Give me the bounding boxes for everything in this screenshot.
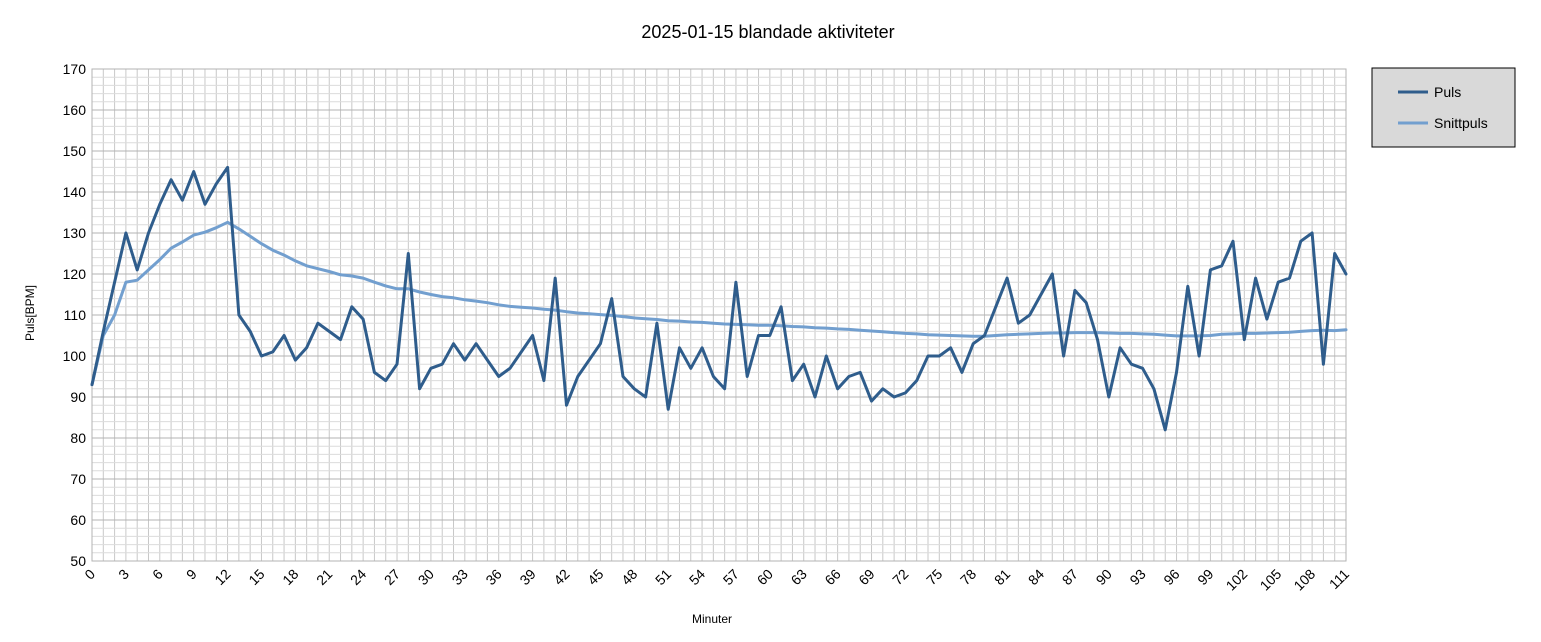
x-tick-label: 78 xyxy=(957,566,979,588)
x-tick-label: 108 xyxy=(1290,566,1318,594)
x-tick-label: 6 xyxy=(149,566,166,583)
x-tick-label: 27 xyxy=(381,566,403,588)
x-tick-label: 63 xyxy=(788,566,810,588)
y-axis-ticks: 50 60 70 80 90 100 110 120 130 140 150 160 170 xyxy=(63,61,87,569)
x-tick-label: 87 xyxy=(1059,566,1081,588)
y-axis-label: Puls[BPM] xyxy=(23,285,37,341)
x-tick-label: 84 xyxy=(1025,566,1047,588)
x-tick-label: 0 xyxy=(81,566,98,583)
x-tick-label: 39 xyxy=(516,566,538,588)
x-tick-label: 36 xyxy=(482,566,504,588)
x-tick-label: 18 xyxy=(279,566,301,588)
plot-border xyxy=(91,68,1347,562)
x-tick-label: 81 xyxy=(991,566,1013,588)
x-tick-label: 21 xyxy=(313,566,335,588)
x-tick-label: 72 xyxy=(889,566,911,588)
y-tick-label: 70 xyxy=(70,471,86,487)
chart-title: 2025-01-15 blandade aktiviteter xyxy=(641,22,894,42)
x-tick-label: 24 xyxy=(347,566,369,588)
y-tick-label: 50 xyxy=(70,553,86,569)
x-axis-label: Minuter xyxy=(692,612,732,626)
x-tick-label: 111 xyxy=(1326,566,1353,593)
x-axis-ticks: 0 3 6 9 12 15 18 21 24 27 30 33 36 39 42 45 48 51 54 57 60 63… xyxy=(81,566,1352,594)
x-tick-label: 90 xyxy=(1093,566,1115,588)
x-tick-label: 69 xyxy=(855,566,877,588)
x-tick-label: 99 xyxy=(1194,566,1216,588)
y-tick-label: 60 xyxy=(70,512,86,528)
x-tick-label: 30 xyxy=(415,566,437,588)
y-tick-label: 170 xyxy=(63,61,87,77)
series-line-puls xyxy=(90,165,1348,432)
y-tick-label: 150 xyxy=(63,143,87,159)
x-tick-label: 9 xyxy=(183,566,200,583)
legend-label-snittpuls: Snittpuls xyxy=(1434,115,1488,131)
y-tick-label: 110 xyxy=(64,307,87,323)
x-tick-label: 93 xyxy=(1126,566,1148,588)
y-tick-label: 90 xyxy=(70,389,86,405)
x-tick-label: 3 xyxy=(115,566,132,583)
x-tick-label: 57 xyxy=(720,566,742,588)
y-tick-label: 120 xyxy=(63,266,87,282)
grid xyxy=(91,68,1347,562)
series-group xyxy=(90,165,1348,432)
x-tick-label: 33 xyxy=(449,566,471,588)
x-tick-label: 51 xyxy=(652,566,674,588)
x-tick-label: 12 xyxy=(211,566,233,588)
x-tick-label: 105 xyxy=(1257,566,1285,594)
y-tick-label: 100 xyxy=(63,348,87,364)
y-tick-label: 130 xyxy=(63,225,87,241)
x-tick-label: 45 xyxy=(584,566,606,588)
x-tick-label: 102 xyxy=(1223,566,1251,594)
x-tick-label: 54 xyxy=(686,566,708,588)
legend-label-puls: Puls xyxy=(1434,84,1461,100)
legend: Puls Snittpuls xyxy=(1371,67,1516,148)
x-tick-label: 75 xyxy=(923,566,945,588)
x-tick-label: 15 xyxy=(245,566,267,588)
x-tick-label: 60 xyxy=(754,566,776,588)
series-line-snittpuls xyxy=(90,220,1348,387)
x-tick-label: 96 xyxy=(1160,566,1182,588)
legend-box xyxy=(1371,67,1516,148)
x-tick-label: 66 xyxy=(821,566,843,588)
y-tick-label: 160 xyxy=(63,102,87,118)
x-tick-label: 48 xyxy=(618,566,640,588)
x-tick-label: 42 xyxy=(550,566,572,588)
y-tick-label: 140 xyxy=(63,184,87,200)
y-tick-label: 80 xyxy=(70,430,86,446)
